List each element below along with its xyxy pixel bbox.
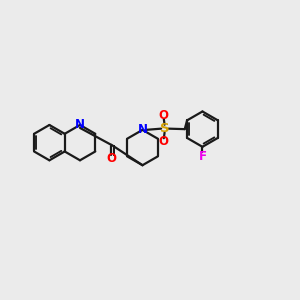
Text: F: F bbox=[199, 150, 206, 163]
Text: O: O bbox=[159, 110, 169, 122]
Text: N: N bbox=[75, 118, 85, 131]
Text: N: N bbox=[137, 123, 148, 136]
Text: O: O bbox=[159, 135, 169, 148]
Text: O: O bbox=[106, 152, 116, 165]
Text: S: S bbox=[160, 122, 169, 135]
